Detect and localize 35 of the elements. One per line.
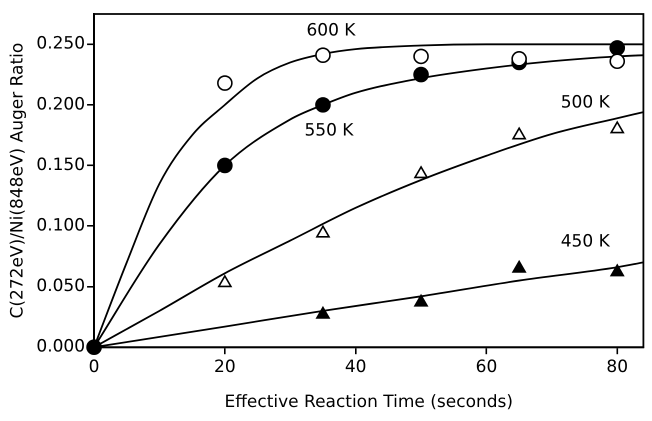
series-label: 600 K bbox=[306, 20, 356, 41]
y-tick-label: 0.050 bbox=[36, 276, 86, 296]
series-label: 500 K bbox=[560, 92, 611, 113]
x-tick-label: 40 bbox=[344, 356, 366, 377]
point bbox=[512, 260, 526, 273]
point bbox=[512, 127, 526, 140]
point bbox=[609, 40, 626, 56]
series-label: 450 K bbox=[560, 232, 611, 252]
point bbox=[217, 158, 233, 174]
x-tick-label: 60 bbox=[476, 356, 498, 377]
x-tick-label: 80 bbox=[606, 356, 628, 377]
point bbox=[316, 306, 330, 319]
point bbox=[315, 47, 331, 63]
point bbox=[315, 97, 331, 113]
y-tick-label: 0.200 bbox=[36, 94, 86, 114]
point bbox=[414, 166, 428, 178]
point bbox=[413, 66, 429, 82]
series-label: 550 K bbox=[304, 120, 354, 140]
point bbox=[414, 294, 428, 307]
y-tick-label: 0.150 bbox=[36, 154, 86, 175]
point bbox=[511, 51, 527, 67]
y-axis-title: C(272eV)/Ni(848eV) Auger Ratio bbox=[8, 42, 28, 318]
point bbox=[610, 264, 624, 276]
y-tick-label: 0.250 bbox=[36, 34, 86, 54]
y-tick-label: 0.100 bbox=[36, 215, 86, 236]
point bbox=[217, 75, 233, 91]
y-tick-label: 0.000 bbox=[36, 336, 86, 357]
x-tick-label: 20 bbox=[214, 356, 236, 377]
x-tick-label: 0 bbox=[88, 356, 100, 377]
point bbox=[609, 53, 626, 70]
point bbox=[610, 121, 624, 134]
point bbox=[316, 226, 330, 238]
point bbox=[413, 48, 429, 64]
point bbox=[218, 275, 232, 288]
x-axis-title: Effective Reaction Time (seconds) bbox=[224, 392, 514, 412]
